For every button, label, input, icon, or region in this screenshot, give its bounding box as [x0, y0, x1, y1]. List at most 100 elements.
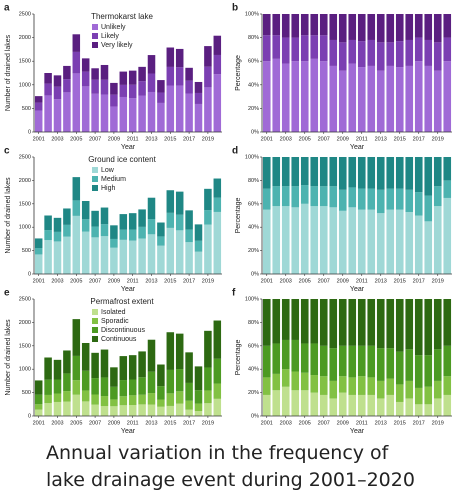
x-tick-label: 2009 — [337, 420, 349, 426]
bar-segment — [424, 195, 433, 222]
bar-segment — [310, 392, 319, 416]
bar-segment — [338, 299, 347, 346]
bar-segment — [157, 236, 165, 246]
bar-segment — [119, 396, 128, 406]
bar-segment — [300, 203, 309, 274]
bar-segment — [213, 54, 222, 75]
bar-segment — [72, 73, 81, 132]
bar-segment — [367, 14, 376, 40]
bar-segment — [34, 96, 43, 103]
bar-segment — [147, 393, 156, 405]
bar-segment — [300, 390, 309, 416]
bar-segment — [147, 197, 156, 220]
bar-segment — [281, 206, 290, 274]
bar-segment — [281, 14, 290, 38]
bar-segment — [204, 210, 212, 225]
bar-segment — [395, 299, 404, 352]
bar-segment — [185, 382, 193, 401]
y-axis-title: Number of drained lakes — [5, 319, 12, 396]
y-tick-label: 60% — [248, 59, 259, 65]
bar-segment — [128, 355, 137, 380]
bar-segment — [414, 37, 423, 62]
x-tick-label: 2019 — [432, 278, 444, 284]
bar-segment — [157, 92, 165, 103]
x-tick-label: 2011 — [356, 136, 368, 142]
bar-segment — [433, 206, 442, 274]
bar-segment — [175, 191, 184, 215]
x-axis-title: Year — [121, 144, 136, 151]
bar-segment — [357, 299, 366, 346]
bar-segment — [128, 405, 137, 416]
bar-segment — [272, 373, 281, 391]
y-tick-label: 60% — [248, 201, 259, 207]
bar-segment — [424, 299, 433, 356]
bar-segment — [91, 352, 99, 379]
bar-segment — [194, 240, 203, 252]
bar-segment — [310, 58, 319, 133]
bar-segment — [414, 404, 423, 416]
bar-segment — [272, 299, 281, 344]
bar-segment — [310, 157, 319, 187]
bar-segment — [213, 211, 222, 274]
bar-segment — [185, 93, 193, 132]
bar-segment — [147, 55, 156, 74]
x-tick-label: 2009 — [108, 420, 120, 426]
bar-segment — [138, 238, 146, 274]
bar-segment — [53, 75, 62, 87]
bar-segment — [128, 84, 137, 99]
bar-segment — [44, 394, 52, 404]
bar-segment — [204, 188, 212, 211]
bar-segment — [91, 378, 99, 395]
bar-segment — [367, 65, 376, 132]
bar-segment — [424, 355, 433, 387]
x-tick-label: 2007 — [318, 136, 330, 142]
bar-segment — [119, 84, 128, 97]
bar-segment — [63, 224, 71, 237]
bar-segment — [44, 95, 52, 132]
bar-segment — [128, 70, 137, 85]
bar-segment — [386, 348, 395, 379]
bar-segment — [367, 39, 376, 66]
bar-segment — [262, 377, 271, 395]
bar-segment — [272, 157, 281, 187]
y-tick-label: 2500 — [19, 154, 31, 160]
bar-segment — [338, 70, 347, 132]
bar-segment — [357, 67, 366, 132]
bar-segment — [81, 71, 90, 87]
y-tick-label: 2000 — [19, 178, 31, 184]
bar-segment — [110, 386, 118, 400]
bar-segment — [91, 237, 99, 274]
bar-segment — [63, 65, 71, 80]
bar-segment — [443, 376, 452, 395]
bar-segment — [53, 241, 62, 274]
y-tick-label: 500 — [22, 390, 31, 396]
bar-segment — [262, 345, 271, 378]
bar-segment — [424, 39, 433, 66]
bar-segment — [147, 219, 156, 235]
bar-segment — [72, 34, 81, 52]
bar-segment — [53, 393, 62, 402]
y-tick-label: 0 — [28, 271, 31, 277]
bar-segment — [272, 14, 281, 36]
bar-segment — [185, 352, 193, 383]
legend-label: Discontinuous — [101, 327, 145, 334]
y-axis-title: Percentage — [235, 339, 242, 375]
bar-segment — [119, 239, 128, 274]
bar-segment — [72, 51, 81, 74]
bar-segment — [138, 394, 146, 405]
bar-segment — [338, 14, 347, 43]
bar-segment — [310, 35, 319, 59]
x-tick-label: 2009 — [108, 278, 120, 284]
x-tick-label: 2015 — [164, 278, 176, 284]
x-tick-label: 2009 — [108, 136, 120, 142]
bar-segment — [338, 157, 347, 190]
legend-swatch — [92, 327, 98, 333]
bar-segment — [262, 299, 271, 346]
x-tick-label: 2019 — [432, 136, 444, 142]
bar-segment — [319, 61, 328, 133]
bar-segment — [166, 190, 175, 213]
y-tick-label: 1000 — [19, 225, 31, 231]
bar-segment — [414, 299, 423, 356]
y-tick-label: 20% — [248, 248, 259, 254]
